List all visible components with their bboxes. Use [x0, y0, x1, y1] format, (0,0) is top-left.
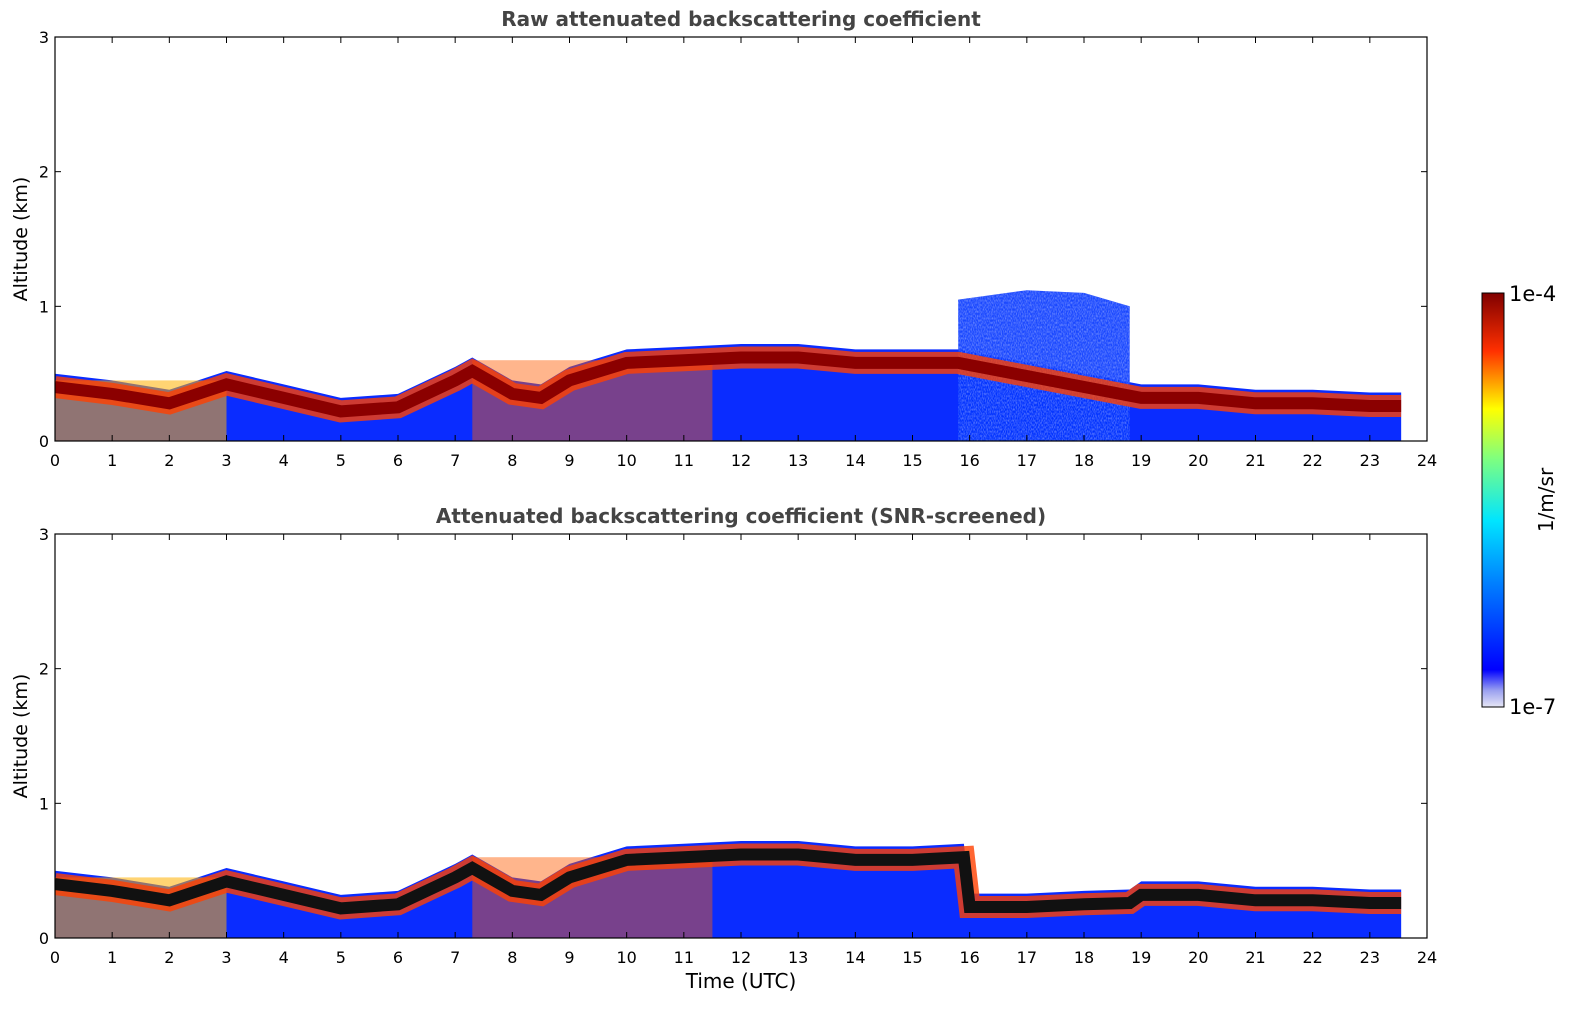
x-tick-label: 6 [393, 948, 403, 967]
x-tick-label: 24 [1417, 948, 1437, 967]
x-tick-label: 11 [674, 948, 694, 967]
x-tick-label: 10 [616, 451, 636, 470]
x-tick-label: 9 [564, 451, 574, 470]
x-tick-label: 13 [788, 948, 808, 967]
x-tick-label: 14 [845, 451, 865, 470]
x-tick-label: 21 [1245, 948, 1265, 967]
y-tick-label: 1 [39, 794, 49, 813]
y-axis-label: Altitude (km) [10, 674, 32, 799]
y-tick-label: 2 [39, 660, 49, 679]
x-tick-label: 5 [336, 948, 346, 967]
x-tick-label: 19 [1131, 948, 1151, 967]
x-tick-label: 0 [50, 451, 60, 470]
panel-title: Raw attenuated backscattering coefficien… [501, 7, 981, 31]
x-tick-label: 5 [336, 451, 346, 470]
daytime-noise-region [398, 534, 964, 831]
x-tick-label: 11 [674, 451, 694, 470]
layer-top-core [55, 351, 1402, 418]
no-data-region [1401, 534, 1427, 938]
y-tick-label: 3 [39, 525, 49, 544]
colorbar: 1e-4 1e-7 1/m/sr [1481, 282, 1558, 719]
y-tick-label: 3 [39, 28, 49, 47]
colorbar-min-label: 1e-7 [1509, 695, 1556, 719]
colorbar-gradient [1481, 292, 1505, 708]
x-tick-label: 3 [221, 948, 231, 967]
x-tick-label: 2 [164, 451, 174, 470]
panel-title: Attenuated backscattering coefficient (S… [436, 504, 1046, 528]
x-tick-label: 20 [1188, 451, 1208, 470]
x-tick-label: 18 [1074, 948, 1094, 967]
x-tick-label: 1 [107, 948, 117, 967]
no-data-region [1401, 37, 1427, 441]
y-tick-label: 1 [39, 297, 49, 316]
x-tick-label: 20 [1188, 948, 1208, 967]
x-tick-label: 4 [279, 451, 289, 470]
x-tick-label: 23 [1360, 451, 1380, 470]
x-tick-label: 0 [50, 948, 60, 967]
x-tick-label: 12 [731, 451, 751, 470]
x-tick-label: 17 [1017, 451, 1037, 470]
x-tick-label: 3 [221, 451, 231, 470]
x-tick-label: 15 [902, 451, 922, 470]
x-tick-label: 23 [1360, 948, 1380, 967]
x-tick-label: 21 [1245, 451, 1265, 470]
x-tick-label: 13 [788, 451, 808, 470]
y-tick-label: 0 [39, 929, 49, 948]
x-tick-label: 19 [1131, 451, 1151, 470]
x-tick-label: 22 [1302, 451, 1322, 470]
x-tick-label: 2 [164, 948, 174, 967]
y-axis-label: Altitude (km) [10, 177, 32, 302]
x-tick-label: 16 [959, 948, 979, 967]
y-tick-label: 0 [39, 432, 49, 451]
raw-backscatter-panel: Raw attenuated backscattering coefficien… [10, 7, 1437, 470]
snr-screened-backscatter-panel: Attenuated backscattering coefficient (S… [10, 504, 1437, 993]
x-tick-label: 16 [959, 451, 979, 470]
layer-top-core [55, 848, 1402, 915]
y-tick-label: 2 [39, 163, 49, 182]
x-tick-label: 10 [616, 948, 636, 967]
x-tick-label: 7 [450, 451, 460, 470]
x-tick-label: 1 [107, 451, 117, 470]
aerosol-plume-texture [958, 290, 1130, 441]
x-axis-label: Time (UTC) [685, 969, 797, 993]
x-tick-label: 18 [1074, 451, 1094, 470]
colorbar-units-label: 1/m/sr [1534, 467, 1558, 532]
x-tick-label: 8 [507, 948, 517, 967]
x-tick-label: 6 [393, 451, 403, 470]
x-tick-label: 12 [731, 948, 751, 967]
x-tick-label: 14 [845, 948, 865, 967]
x-tick-label: 17 [1017, 948, 1037, 967]
x-tick-label: 4 [279, 948, 289, 967]
x-tick-label: 24 [1417, 451, 1437, 470]
x-tick-label: 9 [564, 948, 574, 967]
x-tick-label: 7 [450, 948, 460, 967]
x-tick-label: 8 [507, 451, 517, 470]
daytime-noise-region [398, 37, 964, 334]
colorbar-max-label: 1e-4 [1509, 282, 1556, 306]
x-tick-label: 22 [1302, 948, 1322, 967]
x-tick-label: 15 [902, 948, 922, 967]
